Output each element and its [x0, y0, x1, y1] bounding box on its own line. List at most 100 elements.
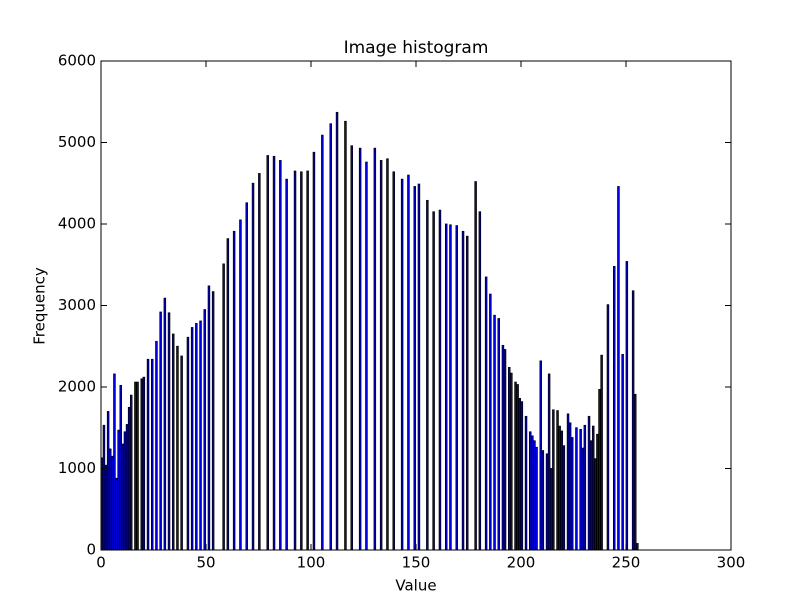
bar [484, 276, 488, 551]
bar [312, 151, 316, 551]
bar [134, 381, 137, 551]
bar [140, 378, 143, 551]
bar [113, 373, 116, 551]
bar [203, 309, 206, 551]
bar [111, 455, 114, 551]
x-tick-label: 100 [297, 554, 326, 572]
bar [146, 358, 150, 551]
bar [379, 160, 383, 551]
bar [594, 458, 597, 551]
bar [562, 445, 566, 551]
chart-title: Image histogram [344, 38, 489, 58]
bar [503, 349, 507, 551]
bar [566, 413, 570, 551]
bar [373, 147, 377, 551]
bar [587, 415, 591, 551]
bar [461, 230, 465, 551]
bar [186, 336, 190, 551]
bar [596, 433, 599, 551]
bar [516, 384, 519, 551]
bar [195, 323, 198, 551]
y-tick-label: 5000 [58, 133, 96, 151]
bar [493, 314, 496, 551]
x-tick-label: 0 [96, 554, 106, 572]
bar [592, 425, 595, 551]
bar [438, 209, 442, 551]
bar [613, 265, 616, 551]
bar [226, 238, 230, 551]
bar [358, 147, 362, 551]
bar [444, 223, 448, 551]
bar [417, 183, 421, 551]
bar [306, 170, 309, 551]
y-axis-label: Frequency [31, 267, 49, 345]
bar [102, 424, 106, 551]
x-axis-label: Value [395, 577, 436, 595]
x-tick-label: 250 [612, 554, 641, 572]
bar [344, 120, 347, 551]
x-tick-label: 50 [196, 554, 215, 572]
bar [176, 345, 179, 551]
bar [115, 477, 118, 551]
x-tick-label: 150 [402, 554, 431, 572]
y-tick-label: 2000 [58, 378, 96, 396]
bar [552, 409, 555, 551]
bar [163, 297, 167, 551]
bar [547, 373, 551, 551]
bar [474, 181, 477, 551]
bar [583, 424, 587, 551]
bar [329, 123, 332, 551]
bar [556, 410, 559, 551]
bar [400, 178, 404, 551]
bar [279, 160, 282, 551]
bar [150, 358, 154, 551]
bar [617, 186, 620, 551]
bar [539, 360, 542, 551]
bar [625, 261, 629, 551]
bar [621, 353, 624, 551]
bar [426, 199, 429, 551]
bar [579, 428, 582, 551]
bar [501, 345, 505, 551]
bar [598, 389, 601, 551]
bar [432, 211, 435, 551]
bar [581, 447, 584, 551]
bar [571, 437, 574, 551]
bar [575, 427, 578, 551]
bar [190, 327, 194, 551]
bar [300, 171, 303, 551]
x-tick-label: 300 [717, 554, 746, 572]
bar [520, 401, 524, 551]
bar [568, 422, 572, 551]
bar [541, 450, 545, 551]
bar [121, 443, 125, 551]
bar [634, 393, 637, 551]
bar [222, 263, 225, 551]
bar [636, 543, 639, 551]
bar [232, 230, 236, 551]
bar [207, 285, 211, 551]
bar [455, 225, 458, 551]
bar [123, 431, 127, 551]
bar [518, 398, 521, 551]
bar [136, 381, 139, 551]
bar [510, 372, 513, 551]
bar [560, 430, 563, 551]
bar [631, 290, 635, 551]
y-tick-label: 4000 [58, 215, 96, 233]
bar [531, 435, 534, 551]
bar [550, 468, 553, 551]
bar [251, 182, 255, 551]
bar [392, 171, 395, 551]
bar [106, 411, 110, 551]
bar [272, 155, 276, 551]
bar [239, 219, 242, 551]
bar [109, 448, 112, 551]
bar [514, 381, 517, 551]
bar [104, 464, 108, 551]
bar [449, 224, 452, 551]
bar [142, 376, 146, 551]
bar [285, 178, 288, 551]
bar [321, 134, 324, 551]
